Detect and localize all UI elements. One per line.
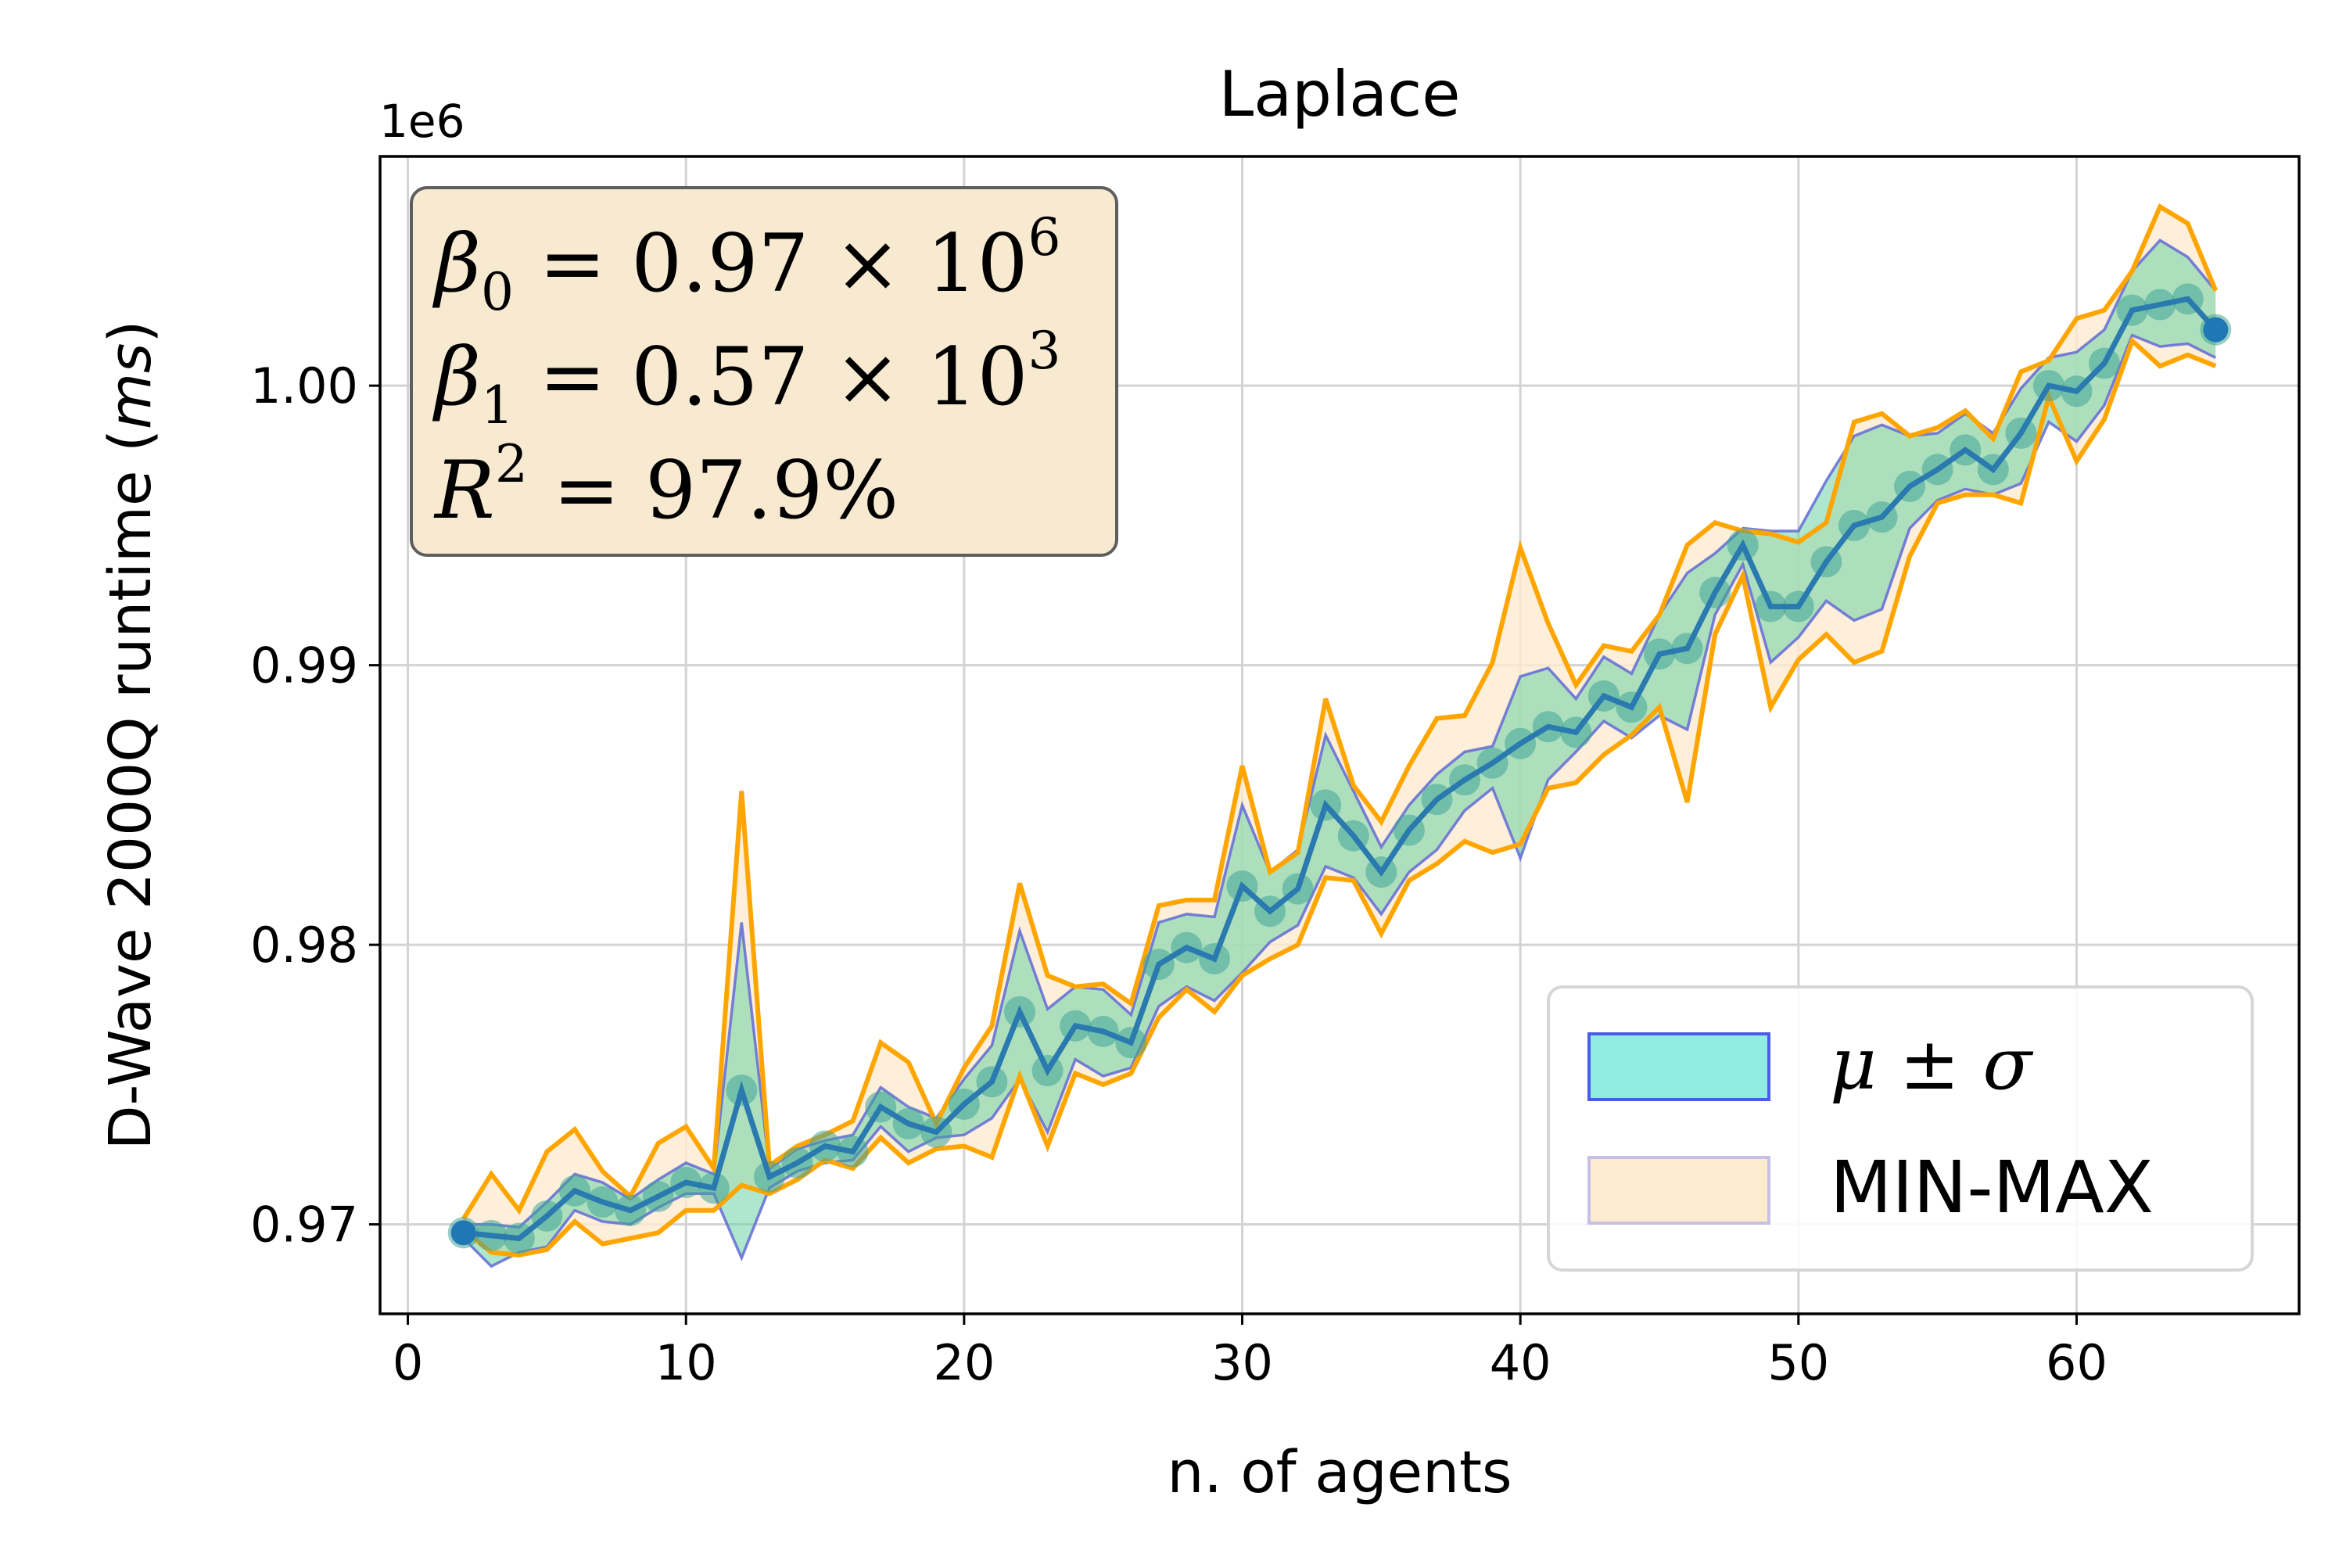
tick-labels: 0 10 20 30 40 50 60 0.97 0.98 0.99 1.00 — [250, 357, 2107, 1391]
x-tick-label: 60 — [2046, 1334, 2107, 1391]
plot-area — [447, 203, 2232, 1268]
legend-label: μ ± σ — [1830, 1022, 2033, 1106]
y-tick-label: 1.00 — [250, 357, 358, 414]
mean-line — [463, 296, 2218, 1242]
x-tick-label: 40 — [1490, 1334, 1551, 1391]
x-tick-label: 10 — [655, 1334, 717, 1391]
x-tick-label: 0 — [393, 1334, 423, 1391]
y-tick-label: 0.99 — [250, 637, 358, 694]
x-tick-label: 30 — [1211, 1334, 1273, 1391]
y-axis-label: D-Wave 2000Q runtime (ms) — [97, 321, 164, 1150]
annotation-line: β0 = 0.97 × 106 — [432, 207, 1061, 322]
axes-frame — [378, 155, 2301, 1315]
x-tick-label: 20 — [933, 1334, 995, 1391]
endpoint-marker — [2203, 317, 2229, 343]
annotation-line: R2 = 97.9% — [433, 434, 899, 537]
x-axis-label: n. of agents — [1167, 1439, 1512, 1506]
legend-label: MIN-MAX — [1830, 1146, 2154, 1229]
chart-title: Laplace — [1219, 58, 1461, 131]
min-line — [461, 336, 2217, 1258]
annotation-line: β1 = 0.57 × 103 — [432, 321, 1061, 436]
endpoint-marker — [450, 1220, 476, 1246]
std-lower-edge — [462, 333, 2217, 1268]
y-tick-label: 0.98 — [250, 917, 358, 974]
max-line — [461, 203, 2219, 1221]
legend: μ ± σ MIN-MAX — [1547, 985, 2254, 1272]
y-tick-label: 0.97 — [250, 1197, 358, 1254]
legend-swatch — [1587, 1032, 1770, 1101]
std-upper-edge — [463, 238, 2217, 1229]
annotation-box — [410, 186, 1118, 557]
legend-swatch — [1587, 1156, 1770, 1225]
x-tick-label: 50 — [1767, 1334, 1829, 1391]
y-axis-offset-label: 1e6 — [379, 95, 465, 148]
